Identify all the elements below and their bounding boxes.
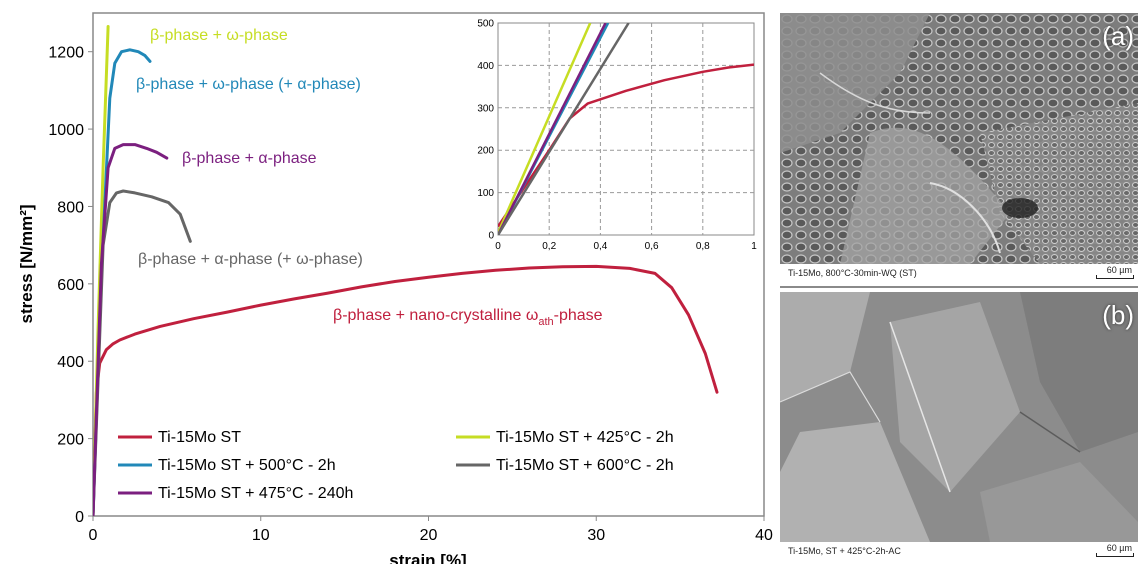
y-tick-label: 800 — [57, 199, 84, 216]
phase-annotation: β-phase + α-phase — [182, 150, 317, 167]
phase-annotation-suffix: -phase — [554, 307, 603, 324]
legend-entry: Ti-15Mo ST + 600°C - 2h — [496, 457, 674, 474]
sem-caption-row-a: Ti-15Mo, 800°C-30min-WQ (ST) 60 µm — [780, 264, 1138, 286]
x-tick-label: 10 — [252, 527, 270, 544]
fracture-surface-image-a — [780, 13, 1138, 264]
scale-label-b: 60 µm — [1106, 543, 1132, 553]
phase-annotation: β-phase + α-phase (+ ω-phase) — [138, 251, 363, 268]
phase-annotation-text: β-phase + α-phase (+ ω-phase) — [138, 251, 363, 268]
inset-x-tick-label: 0,4 — [593, 241, 607, 252]
y-tick-label: 1200 — [48, 45, 84, 62]
inset-series-line — [498, 23, 607, 235]
inset-y-tick-label: 100 — [477, 188, 494, 199]
inset-series-line — [498, 23, 592, 234]
y-tick-label: 200 — [57, 432, 84, 449]
sem-image-panel-b: (b) Ti-15Mo, ST + 425°C-2h-AC 60 µm — [780, 292, 1138, 564]
sem-image-panel-a: (a) Ti-15Mo, 800°C-30min-WQ (ST) 60 µm — [780, 13, 1138, 288]
phase-annotation: β-phase + ω-phase (+ α-phase) — [136, 76, 361, 93]
panel-letter-a: (a) — [1102, 21, 1134, 51]
phase-annotation-text: β-phase + ω-phase — [150, 27, 288, 44]
phase-annotation-text: β-phase + nano-crystalline ω — [333, 307, 538, 324]
sem-caption-row-b: Ti-15Mo, ST + 425°C-2h-AC 60 µm — [780, 542, 1138, 564]
legend-entry: Ti-15Mo ST — [158, 429, 241, 446]
y-axis-label: stress [N/mm²] — [17, 204, 36, 323]
inset-y-tick-label: 400 — [477, 61, 494, 72]
inset-series-line — [498, 23, 630, 235]
inset-y-tick-label: 200 — [477, 146, 494, 157]
y-tick-label: 600 — [57, 277, 84, 294]
scale-bar-a — [1096, 275, 1134, 279]
sem-caption-a: Ti-15Mo, 800°C-30min-WQ (ST) — [788, 268, 917, 278]
scale-bar-b — [1096, 553, 1134, 557]
scale-label-a: 60 µm — [1106, 265, 1132, 275]
legend-entry: Ti-15Mo ST + 425°C - 2h — [496, 429, 674, 446]
x-tick-label: 0 — [89, 527, 98, 544]
x-tick-label: 40 — [755, 527, 773, 544]
x-tick-label: 30 — [587, 527, 605, 544]
inset-x-tick-label: 0 — [495, 241, 501, 252]
legend-entry: Ti-15Mo ST + 475°C - 240h — [158, 485, 353, 502]
fracture-surface-image-b — [780, 292, 1138, 542]
inset-y-tick-label: 500 — [477, 19, 494, 30]
series-line-ti-15mo-st-600-c-2h — [93, 189, 192, 516]
inset-series-line — [498, 63, 754, 228]
y-tick-label: 400 — [57, 354, 84, 371]
inset-x-tick-label: 0,6 — [645, 241, 659, 252]
inset-x-tick-label: 0,8 — [696, 241, 710, 252]
legend-entry: Ti-15Mo ST + 500°C - 2h — [158, 457, 336, 474]
phase-annotation-text: β-phase + ω-phase (+ α-phase) — [136, 76, 361, 93]
inset-plot-area — [497, 22, 755, 236]
inset-x-tick-label: 0,2 — [542, 241, 556, 252]
phase-annotation-text: β-phase + α-phase — [182, 150, 317, 167]
series-line-ti-15mo-st-475-c-240h — [93, 143, 169, 516]
phase-annotation: β-phase + nano-crystalline ωath-phase — [333, 307, 603, 328]
inset-x-tick-label: 1 — [751, 241, 757, 252]
phase-annotation-subscript: ath — [538, 316, 553, 328]
x-tick-label: 20 — [420, 527, 438, 544]
x-axis-label: strain [%] — [389, 551, 466, 564]
series-line-ti-15mo-st — [93, 264, 719, 516]
y-tick-label: 1000 — [48, 122, 84, 139]
inset-y-tick-label: 0 — [488, 231, 494, 242]
y-tick-label: 0 — [75, 509, 84, 526]
inset-y-tick-label: 300 — [477, 103, 494, 114]
phase-annotation: β-phase + ω-phase — [150, 27, 288, 44]
sem-caption-b: Ti-15Mo, ST + 425°C-2h-AC — [788, 546, 901, 556]
panel-letter-b: (b) — [1102, 300, 1134, 330]
